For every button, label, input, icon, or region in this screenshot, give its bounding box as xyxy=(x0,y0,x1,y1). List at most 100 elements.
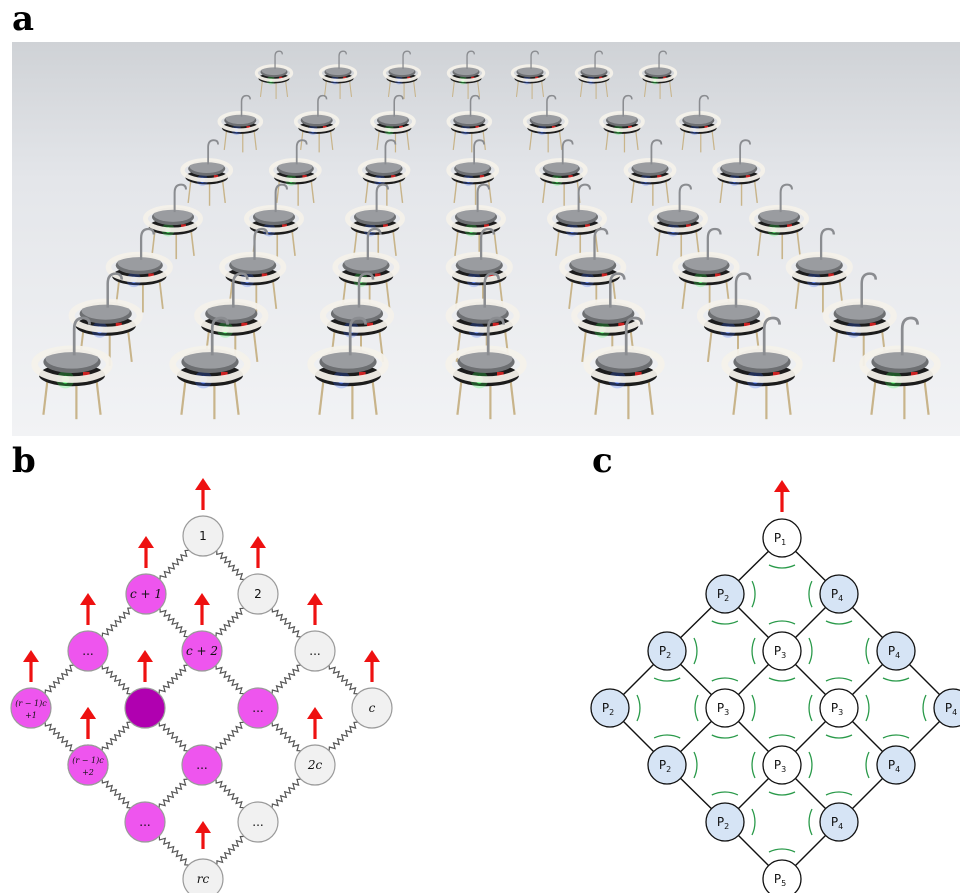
robot xyxy=(382,50,422,100)
robot xyxy=(749,183,809,260)
angle-arc xyxy=(768,677,796,682)
angle-arc xyxy=(768,848,796,853)
node-label: rc xyxy=(197,872,210,886)
angle-arc xyxy=(808,580,813,608)
lattice-node: P2 xyxy=(590,688,630,728)
robot xyxy=(143,183,203,260)
lattice-node: P1 xyxy=(762,518,802,558)
lattice-node: P3 xyxy=(705,688,745,728)
spring-link xyxy=(328,721,358,751)
lattice-node: P3 xyxy=(819,688,859,728)
angle-arc xyxy=(751,637,756,665)
lattice-node: P2 xyxy=(647,631,687,671)
robot xyxy=(446,139,500,206)
lattice-node: P4 xyxy=(819,574,859,614)
force-arrow xyxy=(137,650,153,682)
spring-link xyxy=(44,664,74,694)
network-node: ... xyxy=(237,687,279,729)
node-label: ... xyxy=(82,644,93,658)
force-arrow xyxy=(194,593,210,625)
node-label: c + 2 xyxy=(186,644,218,658)
spring-link xyxy=(101,721,131,751)
network-node xyxy=(124,687,166,729)
angle-arc xyxy=(808,808,813,836)
node-label: (r − 1)c xyxy=(15,699,47,708)
panel-b-letter: b xyxy=(12,441,36,481)
spring-link xyxy=(159,608,189,638)
robot xyxy=(446,94,493,153)
spring-link xyxy=(215,665,245,695)
lattice-node: P5 xyxy=(762,859,802,893)
panel-c-letter: c xyxy=(592,441,613,481)
spring-link xyxy=(101,779,131,809)
robot xyxy=(217,94,264,153)
robot xyxy=(307,316,389,420)
angle-arc xyxy=(865,751,870,779)
force-arrow xyxy=(195,478,211,510)
network-node: rc xyxy=(182,858,224,893)
robot xyxy=(31,316,113,420)
network-node: 1 xyxy=(182,515,224,557)
node-label: ... xyxy=(252,815,263,829)
robot xyxy=(268,139,322,206)
spring-link xyxy=(271,722,301,752)
robot xyxy=(180,139,234,206)
network-node: (r − 1)c +1 xyxy=(10,687,52,729)
network-node: ... xyxy=(124,801,166,843)
node-label: ... xyxy=(139,815,150,829)
node-label: 2c xyxy=(307,758,323,772)
robot xyxy=(510,50,550,100)
angle-arc xyxy=(694,694,699,722)
node-label: (r − 1)c xyxy=(72,756,104,765)
angle-arc xyxy=(768,620,796,625)
robot xyxy=(675,94,722,153)
lattice-node: P4 xyxy=(933,688,960,728)
robot xyxy=(357,139,411,206)
angle-arc xyxy=(808,637,813,665)
force-arrow xyxy=(80,707,96,739)
spring-link xyxy=(271,608,301,638)
angle-arc xyxy=(825,734,853,739)
spring-link xyxy=(158,778,188,808)
spring-network-diagram: 1 2... c c + 1 c + 2...... 2c (r − 1)c +1......… xyxy=(10,478,393,893)
angle-arc xyxy=(653,734,681,739)
network-node: c xyxy=(351,687,393,729)
angle-arc xyxy=(768,564,796,569)
node-label: ... xyxy=(196,758,207,772)
robot xyxy=(169,316,251,420)
robot xyxy=(522,94,569,153)
robot xyxy=(785,227,853,313)
angle-arc xyxy=(751,808,756,836)
robot xyxy=(547,183,607,260)
spring-link xyxy=(216,835,245,865)
angle-arc xyxy=(768,734,796,739)
angle-arc xyxy=(825,677,853,682)
robot xyxy=(254,50,294,100)
robot xyxy=(370,94,416,153)
robot xyxy=(68,272,143,366)
node-label: 1 xyxy=(199,529,207,543)
angle-arc xyxy=(882,677,910,682)
lattice-node: P3 xyxy=(762,745,802,785)
network-node: c + 1 xyxy=(125,573,167,615)
spring-link xyxy=(271,778,301,808)
lattice-edges xyxy=(609,537,954,880)
node-sublabel: +1 xyxy=(25,711,37,720)
lattice-node: P2 xyxy=(705,802,745,842)
panel-a-letter: a xyxy=(12,0,35,39)
spring-link xyxy=(159,549,190,580)
robot xyxy=(219,227,287,313)
angle-arc xyxy=(653,677,681,682)
network-node: ... xyxy=(181,744,223,786)
robot xyxy=(583,316,665,420)
lattice-node: P2 xyxy=(647,745,687,785)
network-node: c + 2 xyxy=(181,630,223,672)
spring-link xyxy=(44,722,74,752)
robot xyxy=(559,227,627,313)
spring-link xyxy=(158,722,188,752)
angle-arc xyxy=(711,734,739,739)
angle-arc xyxy=(751,694,756,722)
spring-link xyxy=(328,665,358,695)
network-node: ... xyxy=(67,630,109,672)
lattice-node: P4 xyxy=(876,745,916,785)
